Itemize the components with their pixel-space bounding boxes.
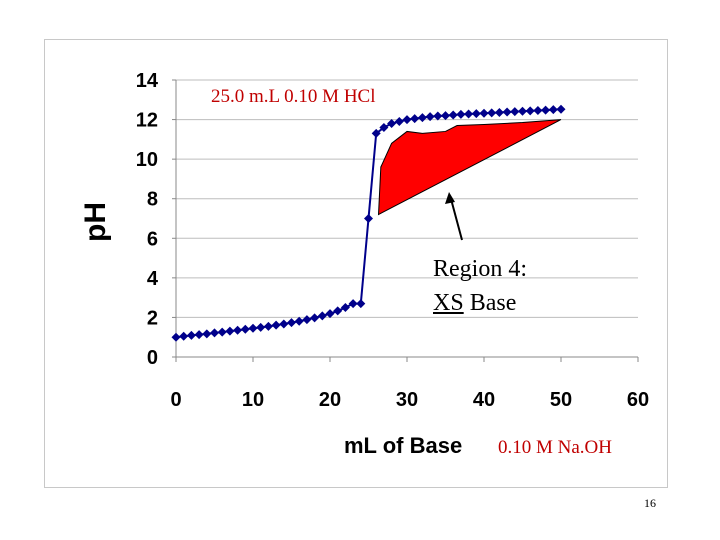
data-point	[425, 112, 435, 122]
data-point	[225, 326, 235, 336]
data-point	[310, 313, 320, 323]
data-point	[194, 330, 204, 340]
x-tick-label: 40	[473, 389, 495, 411]
grid-lines	[176, 79, 638, 318]
titrant-label: 0.10 M Na.OH	[498, 437, 612, 458]
data-point	[348, 299, 358, 309]
data-point	[548, 105, 558, 115]
data-point	[179, 331, 189, 341]
data-point	[294, 316, 304, 326]
data-point	[502, 107, 512, 117]
data-point	[325, 309, 335, 319]
data-point	[456, 109, 466, 119]
data-point	[233, 325, 243, 335]
data-point	[186, 330, 196, 340]
data-point	[417, 113, 427, 123]
region-label-xs: XS	[433, 290, 464, 316]
data-point	[217, 327, 227, 337]
data-point	[364, 214, 373, 223]
region-label: Region 4: XS Base	[433, 252, 527, 320]
data-point	[410, 114, 420, 124]
x-tick-label: 10	[242, 389, 264, 411]
data-point	[171, 332, 181, 342]
region-label-line1: Region 4:	[433, 256, 527, 282]
data-point	[333, 306, 343, 316]
region-wedge	[377, 119, 562, 216]
data-point	[541, 105, 551, 115]
y-tick-label: 10	[136, 149, 158, 171]
data-point	[464, 109, 474, 119]
data-point	[448, 110, 458, 120]
data-point	[256, 322, 266, 332]
data-point	[471, 109, 481, 119]
data-point	[271, 320, 281, 330]
data-point	[379, 122, 389, 132]
data-point	[279, 319, 289, 329]
region-arrow	[445, 192, 463, 241]
y-tick-label: 12	[136, 110, 158, 132]
data-point	[518, 106, 527, 116]
data-point	[394, 117, 404, 127]
data-point	[340, 303, 350, 313]
data-point	[494, 107, 504, 117]
x-tick-label: 30	[396, 389, 418, 411]
axes	[172, 79, 639, 362]
region-label-line2: XS Base	[433, 286, 527, 320]
x-tick-labels: 0 10 20 30 40 50 60	[170, 389, 649, 411]
y-tick-label: 14	[136, 70, 159, 92]
y-tick-label: 0	[147, 347, 158, 369]
arrow-shaft	[450, 198, 463, 241]
data-point	[487, 108, 497, 118]
y-tick-label: 8	[147, 189, 158, 211]
y-tick-label: 4	[147, 268, 159, 290]
x-tick-label: 50	[550, 389, 572, 411]
arrow-head	[445, 192, 455, 204]
region-label-base: Base	[463, 290, 517, 316]
data-point	[356, 299, 366, 309]
data-point	[533, 105, 543, 115]
y-tick-label: 6	[147, 228, 158, 250]
data-point	[441, 111, 450, 121]
data-point	[240, 324, 250, 334]
x-tick-label: 60	[627, 389, 649, 411]
y-axis-label: pH	[79, 202, 112, 242]
data-point	[317, 311, 327, 321]
excess-base-region	[377, 119, 562, 216]
x-axis-label: mL of Base	[344, 433, 463, 458]
data-point	[287, 318, 296, 328]
x-tick-label: 20	[319, 389, 341, 411]
data-point	[433, 111, 443, 121]
data-point	[210, 328, 219, 338]
data-point	[525, 106, 535, 116]
data-point	[371, 128, 381, 138]
chart-title: 25.0 m.L 0.10 M HCl	[211, 86, 376, 107]
y-tick-labels: 0 2 4 6 8 10 12 14	[136, 70, 159, 369]
data-point	[387, 119, 397, 129]
data-point	[556, 104, 566, 114]
data-point	[510, 107, 520, 117]
data-point	[402, 115, 412, 125]
data-point	[248, 323, 258, 333]
titration-curve	[171, 104, 566, 342]
slide-frame	[44, 39, 668, 488]
data-point	[202, 329, 212, 339]
slide-number: 16	[644, 496, 656, 510]
y-tick-label: 2	[147, 307, 158, 329]
data-point	[479, 108, 489, 118]
data-point	[302, 315, 312, 325]
data-point	[263, 321, 273, 331]
x-tick-label: 0	[170, 389, 181, 411]
